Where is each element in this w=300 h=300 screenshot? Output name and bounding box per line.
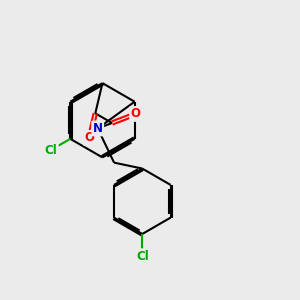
Text: Cl: Cl xyxy=(136,250,149,263)
Text: N: N xyxy=(93,122,103,135)
Text: Cl: Cl xyxy=(45,143,57,157)
Text: O: O xyxy=(85,131,94,144)
Text: O: O xyxy=(130,107,141,121)
